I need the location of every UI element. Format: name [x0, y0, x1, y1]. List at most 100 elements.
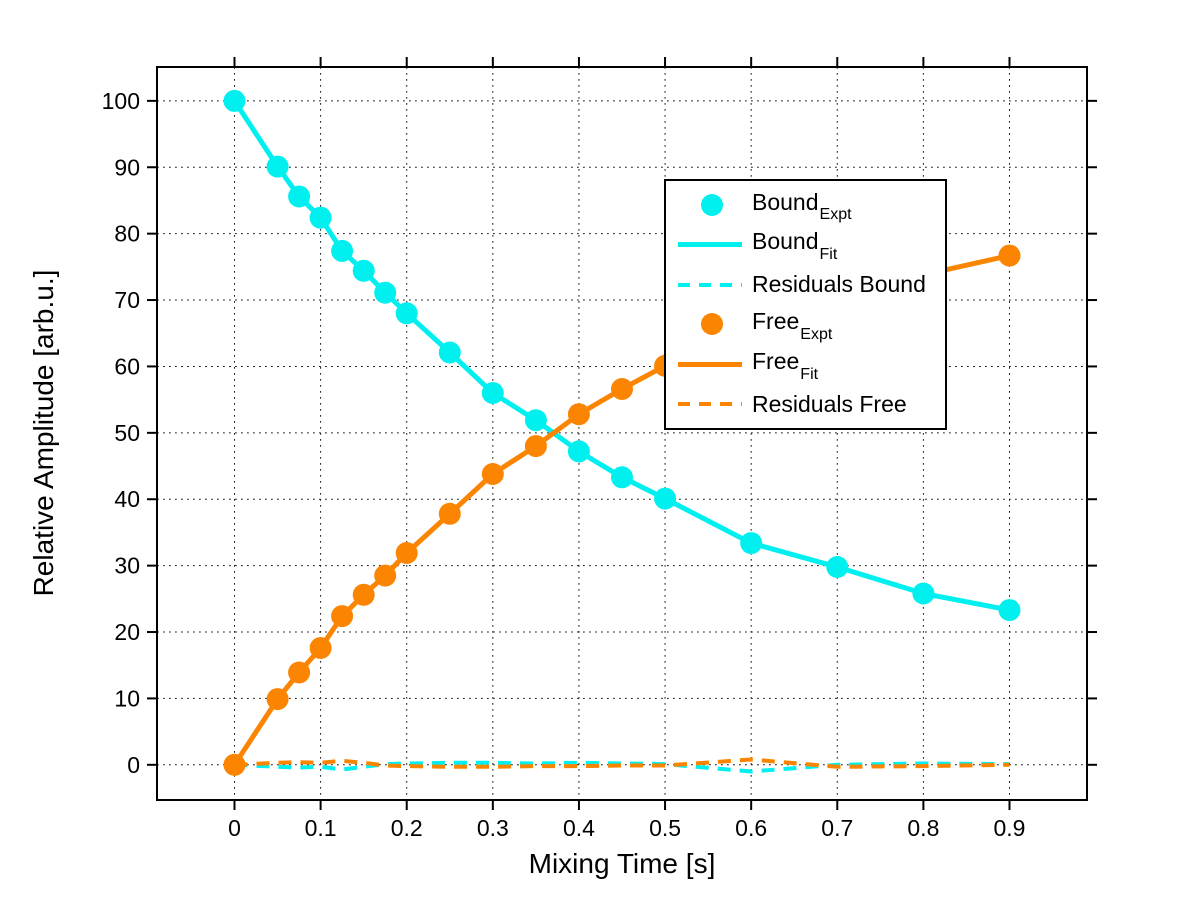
data-point-marker [524, 409, 547, 432]
x-tick-label: 0.1 [305, 815, 337, 841]
y-tick-label: 40 [114, 486, 140, 512]
y-tick-labels: 0 10 20 30 40 50 60 70 80 90 100 [102, 88, 140, 778]
gridlines [157, 67, 1087, 800]
legend-swatch-area [666, 193, 752, 216]
residuals-bound-dashed-line [234, 760, 1010, 774]
data-point-marker [309, 206, 332, 229]
y-tick-label: 0 [127, 752, 140, 778]
data-point-marker [654, 487, 677, 510]
legend-label-text: Residuals Bound [752, 271, 926, 298]
legend-label-subscript: Fit [800, 365, 819, 383]
legend-entry-bound-expt: BoundExpt [666, 185, 945, 224]
axis-ticks [147, 57, 1097, 810]
data-point-marker [374, 281, 397, 304]
data-point-marker [611, 466, 633, 489]
legend-swatch-area [666, 242, 752, 248]
x-tick-label: 0.2 [391, 815, 423, 841]
y-tick-label: 80 [114, 221, 140, 247]
x-tick-label: 0.7 [821, 815, 853, 841]
data-point-marker [288, 661, 311, 684]
plot-frame [156, 66, 1088, 801]
data-point-marker [266, 688, 289, 711]
legend-label: Residuals Free [752, 390, 907, 417]
data-point-marker [374, 564, 397, 587]
legend-label-subscript: Expt [819, 206, 852, 224]
legend-swatch-area [666, 282, 752, 287]
x-tick-label: 0 [228, 815, 241, 841]
data-point-marker [567, 403, 590, 426]
residuals-bound-dash-icon [678, 282, 742, 287]
data-point-marker [352, 259, 375, 282]
y-tick-label: 70 [114, 287, 140, 313]
free-expt-marker-icon [701, 313, 723, 336]
legend-entry-residuals-bound: Residuals Bound [666, 265, 945, 304]
y-tick-label: 10 [114, 685, 140, 711]
legend-label: FreeFit [752, 347, 818, 382]
data-point-marker [438, 341, 461, 364]
data-point-marker [567, 440, 590, 463]
y-tick-label: 30 [114, 553, 140, 579]
legend-box: BoundExpt BoundFit Residuals Bound FreeE… [664, 179, 947, 430]
y-tick-label: 90 [114, 154, 140, 180]
legend-entry-free-expt: FreeExpt [666, 305, 945, 344]
data-point-marker [331, 239, 354, 262]
data-point-marker [288, 185, 311, 208]
data-point-marker [309, 637, 332, 659]
legend-label-text: Bound [752, 228, 819, 255]
data-point-marker [611, 378, 633, 400]
x-tick-label: 0.9 [994, 815, 1026, 841]
bound-expt-markers [223, 89, 1021, 622]
x-tick-label: 0.6 [735, 815, 767, 841]
legend-entry-residuals-free: Residuals Free [666, 385, 945, 424]
data-point-marker [395, 542, 418, 564]
data-point-marker [481, 463, 504, 485]
data-point-marker [740, 532, 763, 555]
legend-swatch-area [666, 402, 752, 407]
data-point-marker [223, 753, 246, 776]
legend-label: BoundExpt [752, 188, 852, 224]
x-axis-label: Mixing Time [s] [528, 848, 716, 879]
data-point-marker [331, 605, 354, 628]
legend-label-subscript: Expt [800, 325, 833, 343]
legend-label: BoundFit [752, 228, 837, 263]
legend-label-text: Free [752, 347, 800, 374]
data-point-marker [998, 244, 1021, 267]
data-point-marker [438, 502, 461, 525]
data-point-marker [481, 382, 504, 404]
legend-swatch-area [666, 361, 752, 367]
legend-label-subscript: Fit [819, 246, 838, 264]
data-point-marker [223, 89, 246, 112]
legend-label: FreeExpt [752, 308, 832, 343]
x-tick-label: 0.8 [907, 815, 939, 841]
y-axis-label: Relative Amplitude [arb.u.] [28, 269, 59, 597]
free-fit-line-icon [678, 361, 742, 367]
data-point-marker [524, 435, 547, 458]
data-point-marker [395, 302, 418, 325]
bound-fit-line-icon [678, 242, 742, 248]
y-tick-label: 60 [114, 353, 140, 379]
x-tick-labels: 0 0.1 0.2 0.3 0.4 0.5 0.6 0.7 0.8 0.9 [228, 815, 1025, 841]
bound-expt-marker-icon [701, 193, 723, 216]
legend-label: Residuals Bound [752, 273, 926, 296]
data-point-marker [352, 583, 375, 606]
legend-label-text: Free [752, 308, 800, 335]
legend-entry-bound-fit: BoundFit [666, 225, 945, 264]
data-point-marker [912, 582, 935, 605]
legend-entry-free-fit: FreeFit [666, 345, 945, 384]
legend-swatch-area [666, 313, 752, 336]
x-tick-label: 0.3 [477, 815, 509, 841]
data-point-marker [998, 599, 1021, 622]
x-tick-label: 0.4 [563, 815, 595, 841]
data-point-marker [826, 556, 849, 578]
residuals-free-dash-icon [678, 402, 742, 407]
x-tick-label: 0.5 [649, 815, 681, 841]
y-tick-label: 100 [102, 88, 140, 114]
legend-label-text: Residuals Free [752, 390, 907, 417]
y-tick-label: 20 [114, 619, 140, 645]
data-point-marker [266, 155, 289, 178]
y-tick-label: 50 [114, 420, 140, 446]
legend-label-text: Bound [752, 188, 819, 215]
residuals-free-dashed-line [234, 757, 1010, 769]
